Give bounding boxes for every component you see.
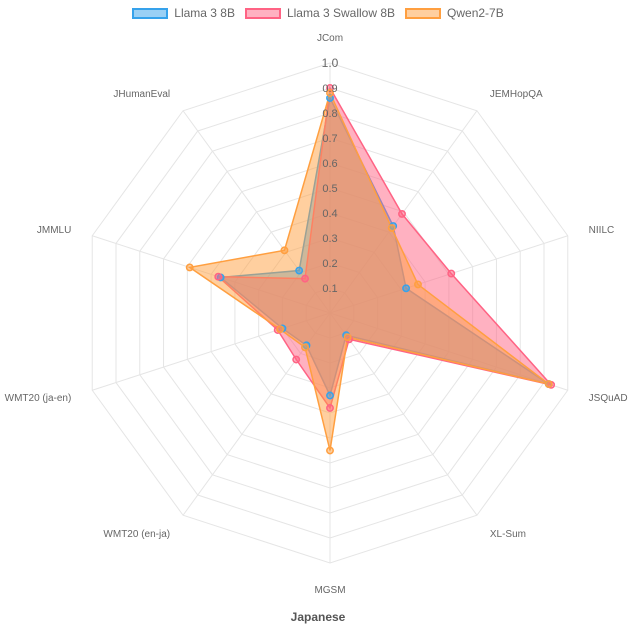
axis-label: WMT20 (ja-en) (5, 393, 72, 404)
axis-label: JSQuAD (589, 393, 628, 404)
data-point-2 (343, 333, 352, 342)
data-point-1 (398, 209, 406, 218)
legend: Llama 3 8B Llama 3 Swallow 8B Qwen2-7B (0, 6, 636, 20)
legend-swatch-qwen2-7b (405, 7, 442, 19)
axis-label: MGSM (314, 585, 345, 596)
axis-label: NIILC (589, 225, 615, 236)
data-point-2 (280, 246, 289, 255)
data-point-2 (301, 343, 309, 352)
data-point-2 (544, 380, 553, 389)
data-point-0 (402, 284, 411, 293)
chart-title: Japanese (290, 610, 346, 624)
grid-spoke (329, 312, 478, 516)
legend-item-llama3-swallow-8b[interactable]: Llama 3 Swallow 8B (244, 6, 396, 20)
axis-label: JMMLU (37, 225, 71, 236)
tick-label: 0.1 (322, 283, 337, 295)
tick-label: 0.5 (322, 183, 337, 195)
legend-label: Llama 3 Swallow 8B (286, 6, 396, 20)
data-point-2 (326, 89, 334, 97)
tick-label: 0.2 (322, 258, 337, 270)
data-point-2 (414, 280, 422, 289)
data-point-2 (276, 325, 285, 334)
axis-label: JCom (317, 33, 343, 44)
legend-item-llama3-8b[interactable]: Llama 3 8B (132, 6, 235, 20)
data-point-1 (447, 269, 456, 278)
data-point-2 (387, 224, 396, 233)
tick-label: 0.8 (322, 108, 337, 120)
axis-label: WMT20 (en-ja) (103, 529, 170, 540)
tick-label: 0.9 (322, 83, 337, 95)
tick-label: 1.0 (322, 56, 339, 70)
data-point-2 (326, 446, 334, 455)
tick-label: 0.7 (322, 133, 337, 145)
tick-label: 0.6 (322, 158, 337, 170)
tick-label: 0.3 (322, 233, 337, 245)
axis-label: XL-Sum (490, 529, 526, 540)
axis-label: JEMHopQA (490, 89, 543, 100)
data-point-0 (295, 266, 304, 275)
tick-label: 0.4 (322, 208, 337, 220)
legend-swatch-llama3-8b (132, 7, 169, 19)
legend-swatch-llama3-swallow-8b (244, 7, 281, 19)
data-point-1 (326, 404, 334, 412)
legend-item-qwen2-7b[interactable]: Qwen2-7B (405, 6, 504, 20)
axis-label: JHumanEval (113, 89, 170, 100)
data-point-1 (292, 355, 301, 364)
data-point-1 (301, 274, 309, 283)
legend-label: Qwen2-7B (447, 6, 504, 20)
legend-label: Llama 3 8B (174, 6, 235, 20)
data-point-1 (214, 272, 223, 281)
data-point-0 (326, 391, 334, 400)
data-point-2 (185, 263, 194, 272)
